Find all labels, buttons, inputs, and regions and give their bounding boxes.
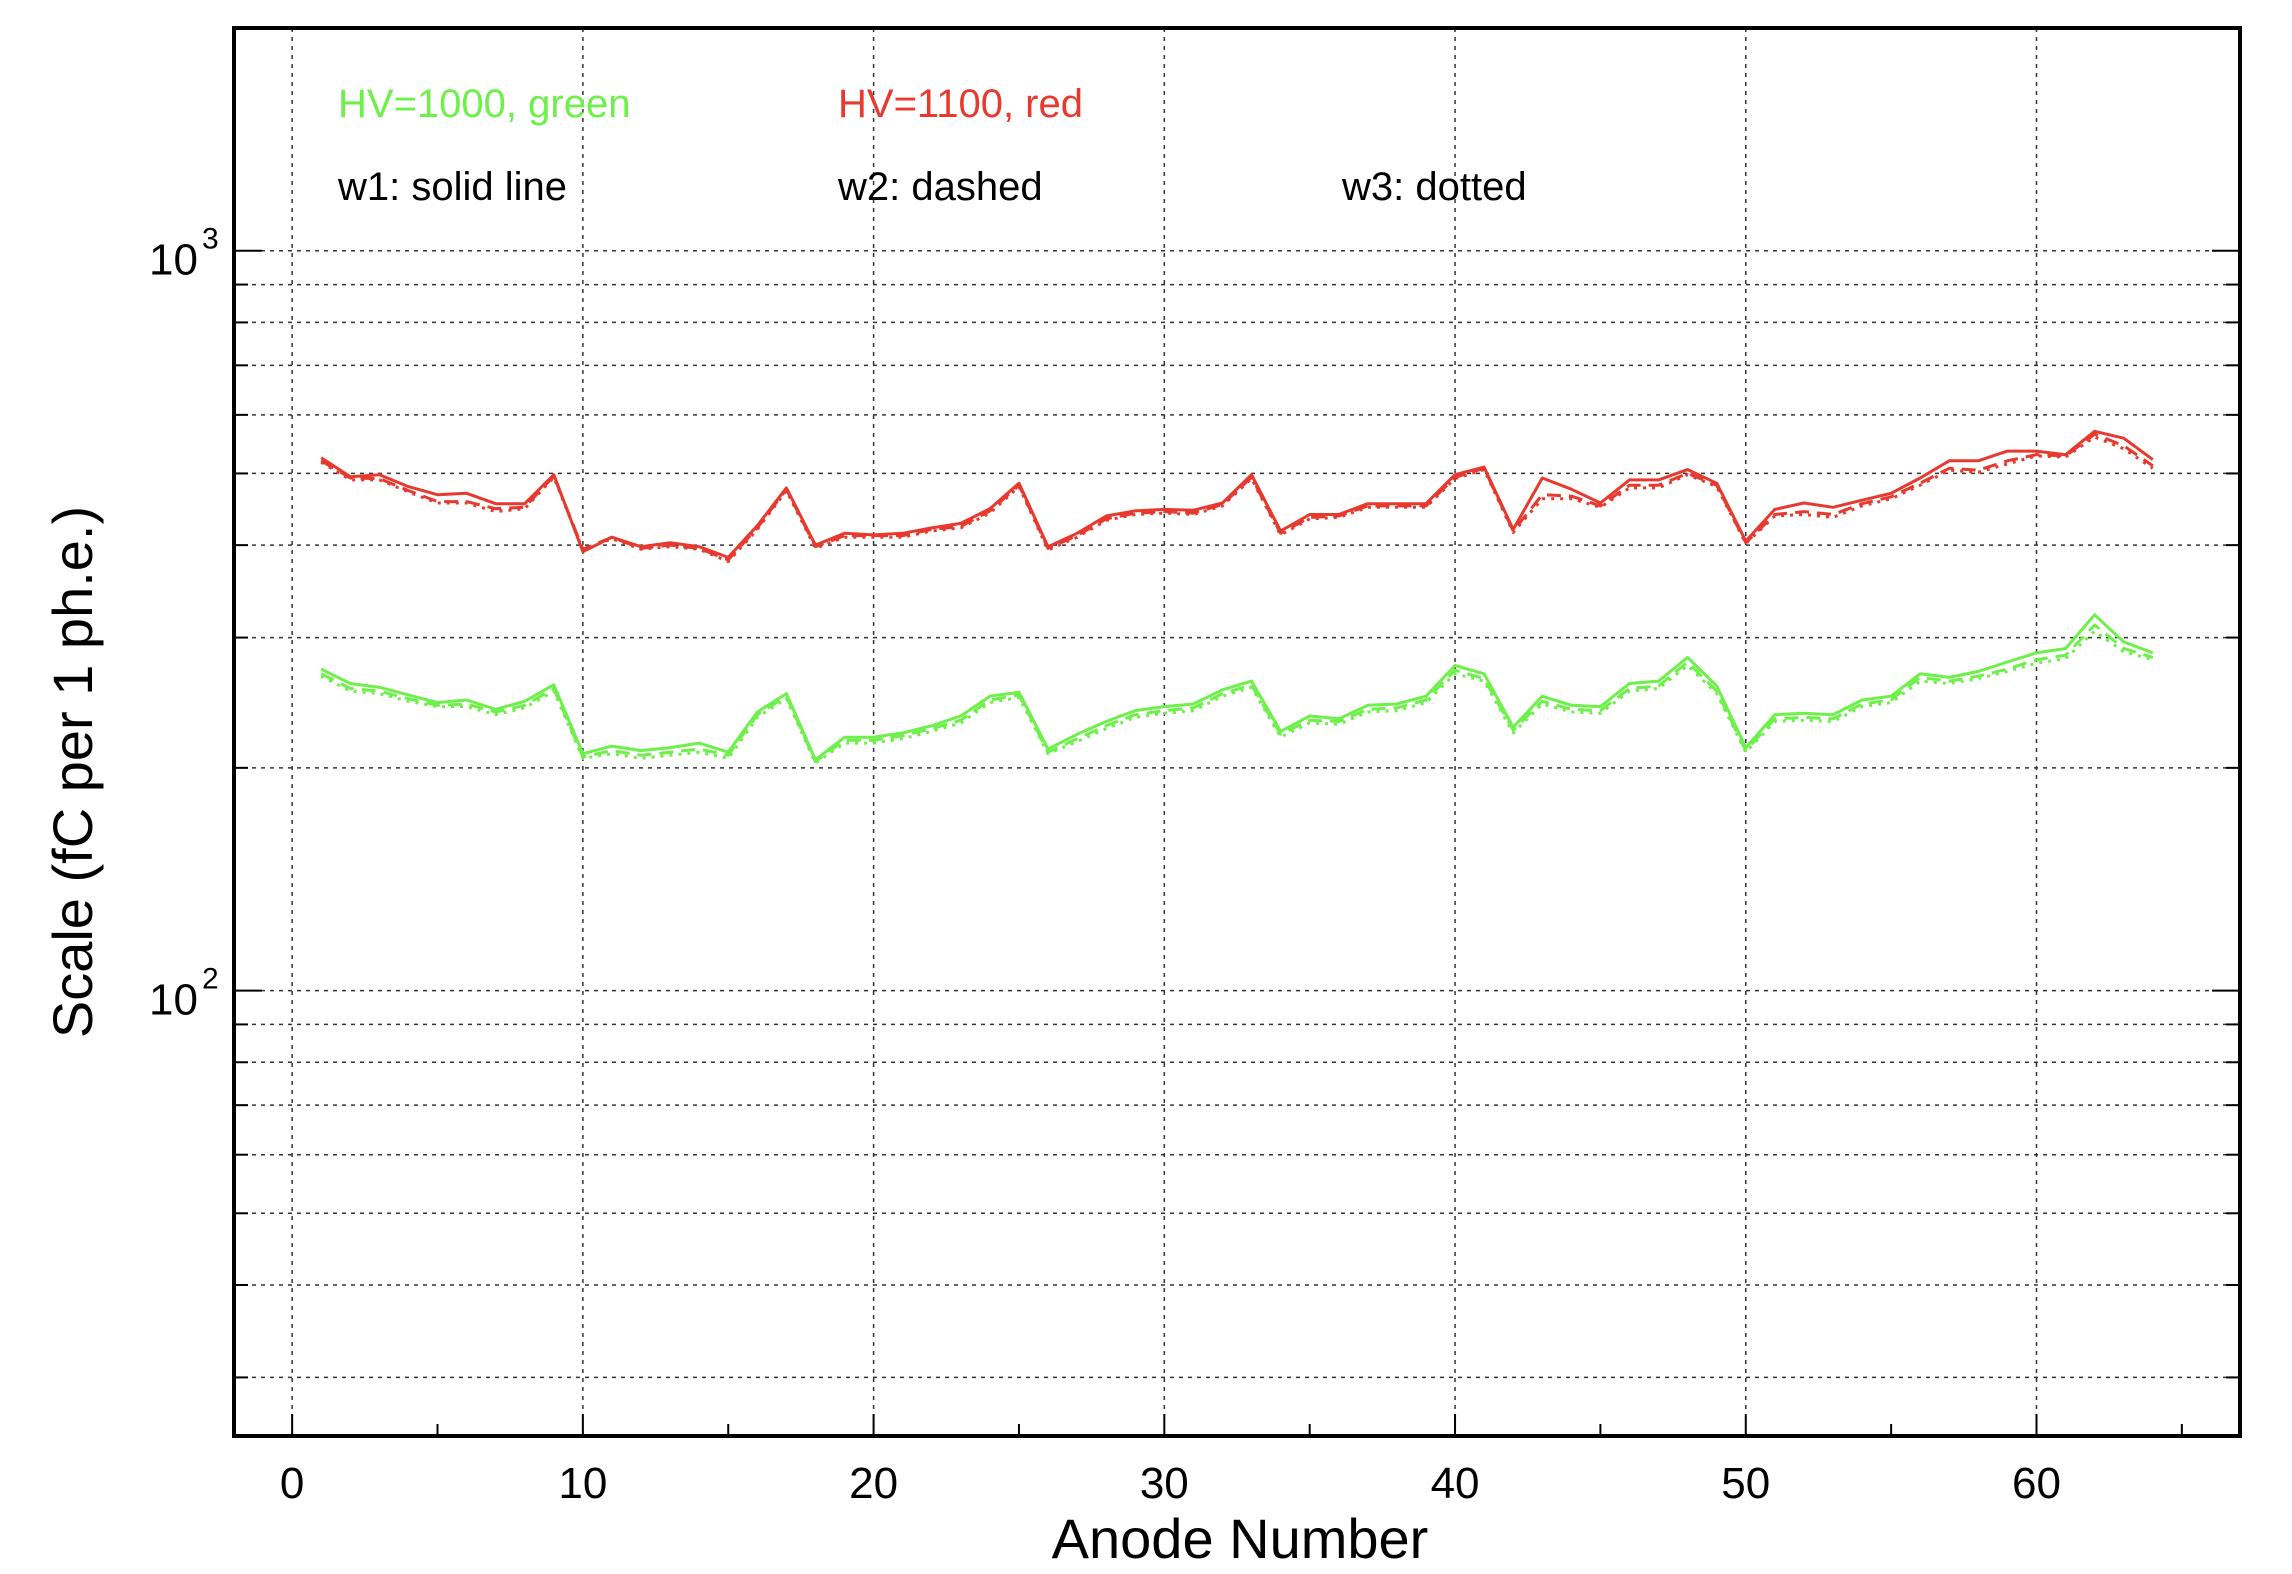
y-axis-label: Scale (fC per 1 ph.e.) xyxy=(41,506,104,1038)
x-tick-label: 40 xyxy=(1431,1459,1480,1508)
series-line-hv1100-w2 xyxy=(320,432,2154,562)
annotation-w1: w1: solid line xyxy=(337,165,567,209)
y-tick-exponent: 3 xyxy=(202,223,219,256)
annotation-w2: w2: dashed xyxy=(837,165,1043,209)
series-line-hv1000-w1 xyxy=(320,613,2154,762)
grid-lines xyxy=(234,27,2240,1436)
x-tick-label: 30 xyxy=(1140,1459,1189,1508)
x-tick-label: 0 xyxy=(280,1459,304,1508)
x-tick-labels: 0 10 20 30 40 50 60 xyxy=(280,1459,2061,1508)
y-tick-label: 10 xyxy=(149,976,198,1025)
series-lines xyxy=(320,429,2154,765)
y-tick-label: 10 xyxy=(149,236,198,285)
x-tick-label: 60 xyxy=(2012,1459,2061,1508)
series-line-hv1000-w3 xyxy=(320,629,2154,765)
axis-ticks xyxy=(234,27,2240,1436)
y-tick-exponent: 2 xyxy=(202,963,219,996)
series-line-hv1100-w3 xyxy=(320,435,2154,564)
annotation-hv1000: HV=1000, green xyxy=(338,82,630,126)
plot-frame xyxy=(232,26,2242,1438)
x-tick-label: 10 xyxy=(558,1459,607,1508)
x-tick-label: 20 xyxy=(849,1459,898,1508)
annotation-hv1100: HV=1100, red xyxy=(838,82,1083,126)
series-line-hv1000-w2 xyxy=(320,623,2154,763)
x-axis-label: Anode Number xyxy=(1052,1507,1429,1570)
annotation-w3: w3: dotted xyxy=(1341,165,1527,209)
series-line-hv1100-w1 xyxy=(320,429,2154,559)
x-tick-label: 50 xyxy=(1721,1459,1770,1508)
